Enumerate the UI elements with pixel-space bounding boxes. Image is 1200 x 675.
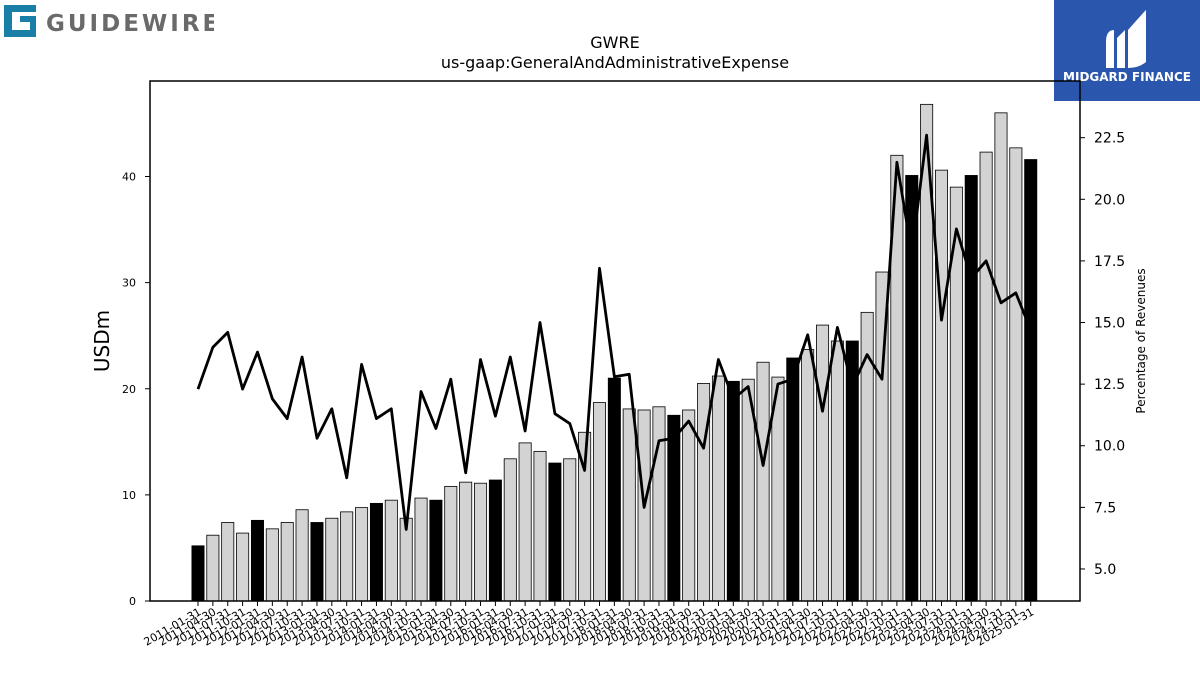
bar-2015-07-31 — [459, 481, 473, 602]
bar-2013-01-31 — [310, 522, 324, 602]
bar-2013-10-31 — [355, 507, 369, 602]
bar-2014-01-31 — [369, 502, 383, 602]
bar-2020-01-31 — [726, 380, 740, 602]
y-axis-left: 0 10 20 30 40 — [122, 171, 150, 608]
midgard-finance-logo-mark: MIDGARD FINANCE — [1063, 10, 1191, 84]
midgard-logo-text: MIDGARD FINANCE — [1063, 70, 1191, 84]
bar-2016-07-31 — [518, 442, 532, 602]
bar-2024-07-31 — [994, 112, 1008, 602]
bar-2011-04-30 — [206, 534, 220, 602]
bar-2019-01-31 — [667, 414, 681, 602]
guidewire-g-icon — [4, 5, 36, 37]
bar-2012-04-30 — [265, 528, 279, 602]
guidewire-logo: GUIDEWIRE — [4, 4, 218, 38]
bar-2024-01-31 — [964, 175, 978, 602]
bar-2015-01-31 — [429, 499, 443, 602]
bar-2013-07-31 — [340, 511, 354, 602]
y2-tick-label: 5.0 — [1094, 562, 1116, 578]
y2-axis-label: Percentage of Revenues — [1134, 268, 1148, 413]
bar-2025-01-31 — [1024, 159, 1038, 602]
bar-2023-01-31 — [905, 175, 919, 602]
x-axis: 2011-01-312011-04-302011-07-312011-10-31… — [142, 601, 1036, 649]
midgard-finance-logo: MIDGARD FINANCE — [1054, 0, 1200, 101]
chart-subtitle: us-gaap:GeneralAndAdministrativeExpense — [441, 53, 789, 72]
bar-2011-07-31 — [221, 522, 235, 602]
bar-2015-10-31 — [474, 482, 488, 602]
bar-2016-04-30 — [503, 458, 517, 602]
bar-2019-10-31 — [711, 375, 725, 602]
bar-2014-10-31 — [414, 497, 428, 602]
bar-2016-01-31 — [488, 479, 502, 602]
y-tick-label: 40 — [122, 171, 136, 184]
guidewire-logo-text: GUIDEWIRE — [46, 11, 214, 37]
bar-2017-10-31 — [592, 402, 606, 602]
y2-tick-label: 15.0 — [1094, 316, 1125, 332]
bar-2021-10-31 — [830, 340, 844, 602]
midgard-m-icon — [1106, 10, 1146, 68]
y2-tick-label: 7.5 — [1094, 500, 1116, 516]
bar-2018-04-30 — [622, 408, 636, 602]
y2-tick-label: 12.5 — [1094, 377, 1125, 393]
bar-2011-01-31 — [191, 545, 205, 602]
y-tick-label: 10 — [122, 489, 136, 502]
bar-2021-04-30 — [801, 349, 815, 602]
y2-tick-label: 22.5 — [1094, 131, 1125, 147]
plot-frame — [149, 80, 1081, 602]
y-tick-label: 30 — [122, 277, 136, 290]
bar-2017-04-30 — [563, 458, 577, 602]
bar-2020-07-31 — [756, 361, 770, 602]
bar-2018-10-31 — [652, 406, 666, 602]
bar-2016-10-31 — [533, 450, 547, 602]
bar-2011-10-31 — [236, 532, 250, 602]
percentage-line-series — [196, 133, 1032, 531]
bar-2012-10-31 — [295, 509, 309, 602]
bar-2024-04-30 — [979, 151, 993, 602]
bar-series — [191, 103, 1038, 602]
bar-2021-07-31 — [816, 324, 830, 602]
bar-2024-10-31 — [1009, 147, 1023, 602]
y-tick-label: 20 — [122, 383, 136, 396]
percentage-line — [196, 133, 1032, 531]
bar-2012-01-31 — [250, 519, 264, 602]
bar-2018-01-31 — [607, 377, 621, 602]
bar-2017-01-31 — [548, 462, 562, 602]
y2-tick-label: 17.5 — [1094, 254, 1125, 270]
bar-2014-04-30 — [384, 499, 398, 602]
y-tick-label: 0 — [129, 595, 136, 608]
bar-2012-07-31 — [280, 522, 294, 602]
bar-2013-04-30 — [325, 517, 339, 602]
y2-tick-label: 20.0 — [1094, 192, 1125, 208]
chart-title: GWRE — [590, 33, 639, 52]
y-axis-right: 5.0 7.5 10.0 12.5 15.0 17.5 20.0 22.5 — [1080, 131, 1125, 578]
y-axis-label: USDm — [90, 310, 114, 372]
guidewire-logo-mark: GUIDEWIRE — [4, 5, 218, 37]
bar-2021-01-31 — [786, 357, 800, 602]
bar-2023-07-31 — [935, 169, 949, 602]
y2-tick-label: 10.0 — [1094, 439, 1125, 455]
bar-2019-04-30 — [682, 409, 696, 602]
bar-2015-04-30 — [444, 485, 458, 602]
